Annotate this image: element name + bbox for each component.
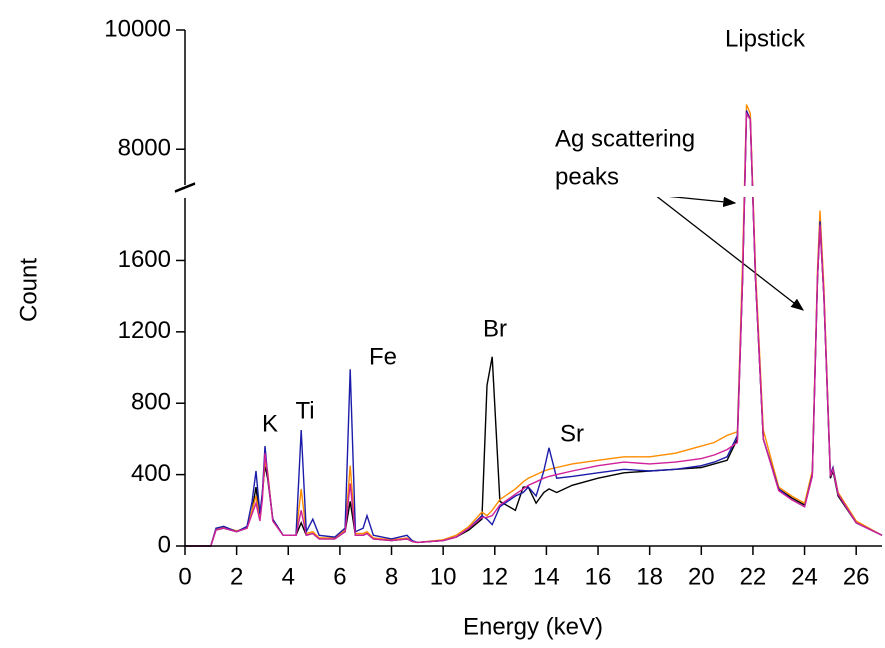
x-tick-label: 14: [533, 563, 560, 590]
y-axis-label: Count: [15, 258, 42, 322]
x-tick-label: 8: [385, 563, 398, 590]
x-tick-label: 6: [333, 563, 346, 590]
y-tick-label: 1600: [118, 246, 171, 273]
x-tick-label: 2: [230, 563, 243, 590]
x-tick-label: 0: [178, 563, 191, 590]
chart-title: Lipstick: [725, 25, 806, 52]
annotation: Ti: [295, 397, 314, 424]
x-tick-label: 22: [740, 563, 767, 590]
x-tick-label: 4: [282, 563, 295, 590]
y-tick-label: 1200: [118, 317, 171, 344]
annotation: Fe: [369, 343, 397, 370]
x-axis-label: Energy (keV): [463, 613, 603, 640]
x-tick-label: 20: [688, 563, 715, 590]
axis-break-gap: [173, 186, 882, 197]
y-tick-label: 8000: [118, 135, 171, 162]
x-tick-label: 12: [481, 563, 508, 590]
arrow: [654, 194, 805, 311]
y-tick-label: 800: [131, 389, 171, 416]
x-tick-label: 10: [430, 563, 457, 590]
annotation: K: [262, 410, 278, 437]
annotation: Sr: [560, 420, 584, 447]
plot-lines: [185, 104, 883, 547]
annotation: peaks: [555, 163, 619, 190]
y-tick-label: 10000: [104, 15, 171, 42]
x-tick-label: 16: [585, 563, 612, 590]
y-tick-label: 0: [158, 531, 171, 558]
spectrum-line: [185, 104, 883, 547]
x-tick-label: 26: [843, 563, 870, 590]
x-tick-label: 24: [791, 563, 818, 590]
annotation: Br: [483, 315, 507, 342]
y-tick-label: 400: [131, 460, 171, 487]
axis-break-mark: [174, 182, 196, 192]
spectrum-line: [185, 111, 883, 547]
axis-break-mark: [174, 183, 196, 193]
annotation: Ag scattering: [555, 125, 695, 152]
x-tick-label: 18: [636, 563, 663, 590]
